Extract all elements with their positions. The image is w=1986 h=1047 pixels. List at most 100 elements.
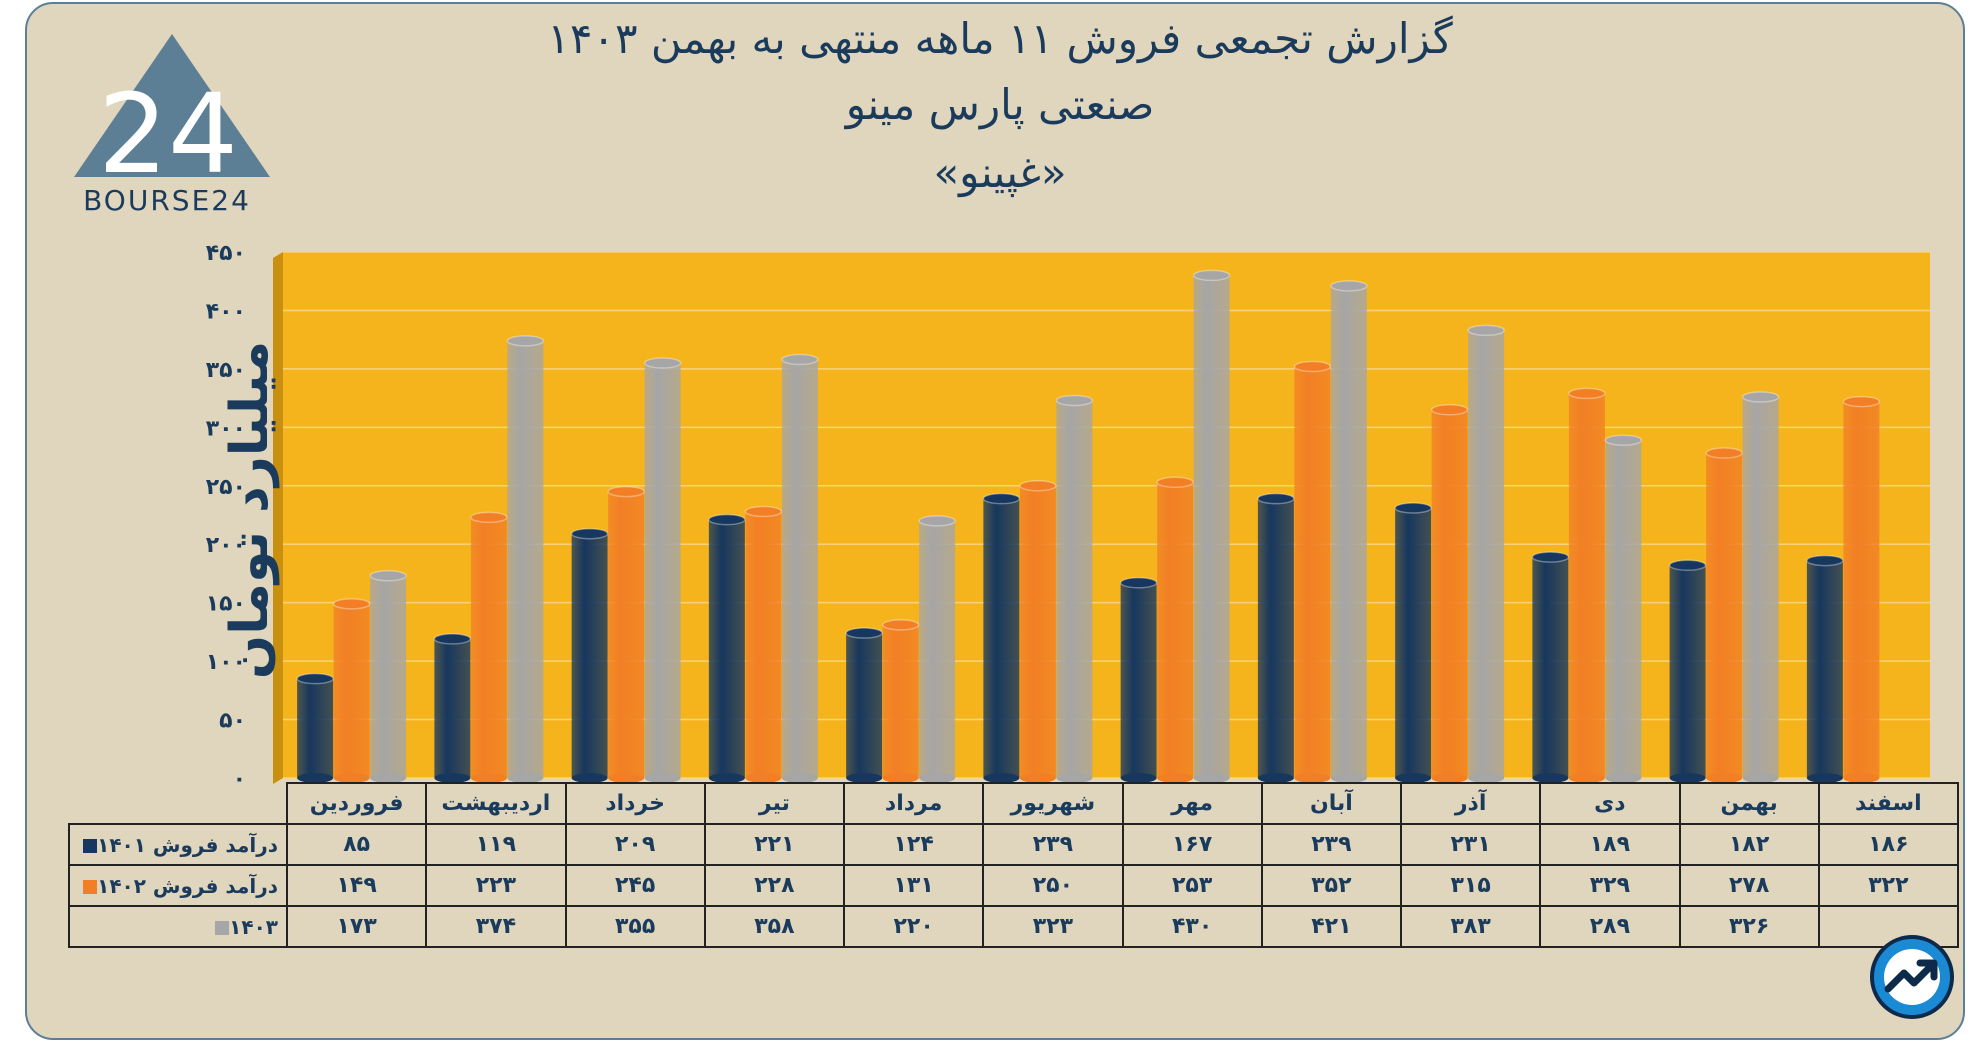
bar-body [1743,397,1779,778]
data-label: ۱۳۱ [844,865,983,906]
legend-entry: درآمد فروش ۱۴۰۲ [69,865,287,906]
data-table: فروردین اردیبهشت خرداد تیر مرداد شهریور مهر آبا… [68,782,1959,948]
bar-cap [1743,392,1779,402]
bar-body [846,633,882,778]
category-label: مرداد [844,783,983,824]
bar-cap [782,355,818,365]
data-label: ۱۷۳ [287,906,426,947]
bar-body [370,576,406,778]
bar-body [1157,482,1193,778]
bar [1194,270,1230,783]
bar [1807,556,1843,783]
data-label: ۴۲۱ [1262,906,1401,947]
category-label: تیر [705,783,844,824]
legend-entry: ۱۴۰۳ [69,906,287,947]
bar-cap [1258,494,1294,504]
data-label: ۲۰۹ [566,824,705,865]
data-label: ۲۲۰ [844,906,983,947]
bar-body [645,363,681,778]
trend-arrow-icon [1870,935,1954,1019]
bar [1121,578,1157,783]
data-label: ۳۲۹ [1540,865,1679,906]
bar-cap [1670,560,1706,570]
bar-body [1258,499,1294,778]
data-label: ۲۴۵ [566,865,705,906]
bar [1743,392,1779,783]
bar-body [1569,393,1605,778]
bar-cap [1468,325,1504,335]
bar-cap [846,628,882,638]
data-label: ۱۴۹ [287,865,426,906]
bar [883,620,919,783]
bar [1468,325,1504,783]
bar-body [1843,402,1879,778]
data-label: ۳۱۵ [1401,865,1540,906]
data-label: ۳۵۵ [566,906,705,947]
bar-body [883,625,919,778]
bar [297,674,333,783]
bar [507,336,543,783]
bar-cap [919,516,955,526]
bar-cap [883,620,919,630]
legend-swatch [83,839,97,853]
data-label: ۲۳۹ [983,824,1122,865]
bar [1020,481,1056,783]
table-corner [69,783,287,824]
table-row: درآمد فروش ۱۴۰۲ ۱۴۹ ۲۲۳ ۲۴۵ ۲۲۸ ۱۳۱ ۲۵۰ ۲۵۳ ۳۵۲ ۳… [69,865,1958,906]
bar-cap [471,512,507,522]
bar-body [1670,565,1706,778]
bar-cap [1157,477,1193,487]
data-label: ۲۲۱ [705,824,844,865]
bar [1706,448,1742,783]
bar-body [334,604,370,778]
bar-cap [572,529,608,539]
bar [1569,388,1605,783]
category-label: مهر [1123,783,1262,824]
bar-cap [1432,405,1468,415]
table-row: ۱۴۰۳ ۱۷۳ ۳۷۴ ۳۵۵ ۳۵۸ ۲۲۰ ۳۲۳ ۴۳۰ ۴۲۱ ۳۸۳ ۲۸۹ ۳۲۶ [69,906,1958,947]
bar-body [1532,557,1568,778]
bar-body [1056,400,1092,778]
bar-cap [709,515,745,525]
bar-body [1706,453,1742,778]
bar [1395,503,1431,783]
legend-swatch [215,921,229,935]
data-label: ۳۵۸ [705,906,844,947]
bar-cap [434,634,470,644]
bar-body [507,341,543,778]
data-label: ۱۱۹ [426,824,565,865]
bar-cap [1532,552,1568,562]
bar-cap [334,599,370,609]
bar-body [1331,286,1367,778]
bar-body [745,511,781,778]
bar [709,515,745,783]
bar-body [608,492,644,778]
bar [1432,405,1468,783]
bar [1331,281,1367,783]
bar-cap [1020,481,1056,491]
data-label: ۲۳۹ [1262,824,1401,865]
bar [434,634,470,783]
bar-body [471,517,507,778]
data-label: ۳۲۳ [983,906,1122,947]
bar [983,494,1019,783]
category-label: خرداد [566,783,705,824]
legend-label: درآمد فروش ۱۴۰۲ [97,874,278,898]
data-label: ۲۷۸ [1680,865,1819,906]
bar [572,529,608,783]
bar-cap [370,571,406,581]
bar [334,599,370,783]
bar-cap [745,506,781,516]
bar-body [1468,330,1504,778]
bar [745,506,781,783]
category-label: دی [1540,783,1679,824]
data-label: ۲۲۳ [426,865,565,906]
category-label: بهمن [1680,783,1819,824]
bar-body [1294,367,1330,778]
bar-cap [1605,435,1641,445]
legend-label: درآمد فروش ۱۴۰۱ [97,833,278,857]
data-label: ۲۲۸ [705,865,844,906]
data-label: ۲۵۰ [983,865,1122,906]
y-axis-label: میلیارد تومان [220,320,280,700]
bar-cap [1843,397,1879,407]
